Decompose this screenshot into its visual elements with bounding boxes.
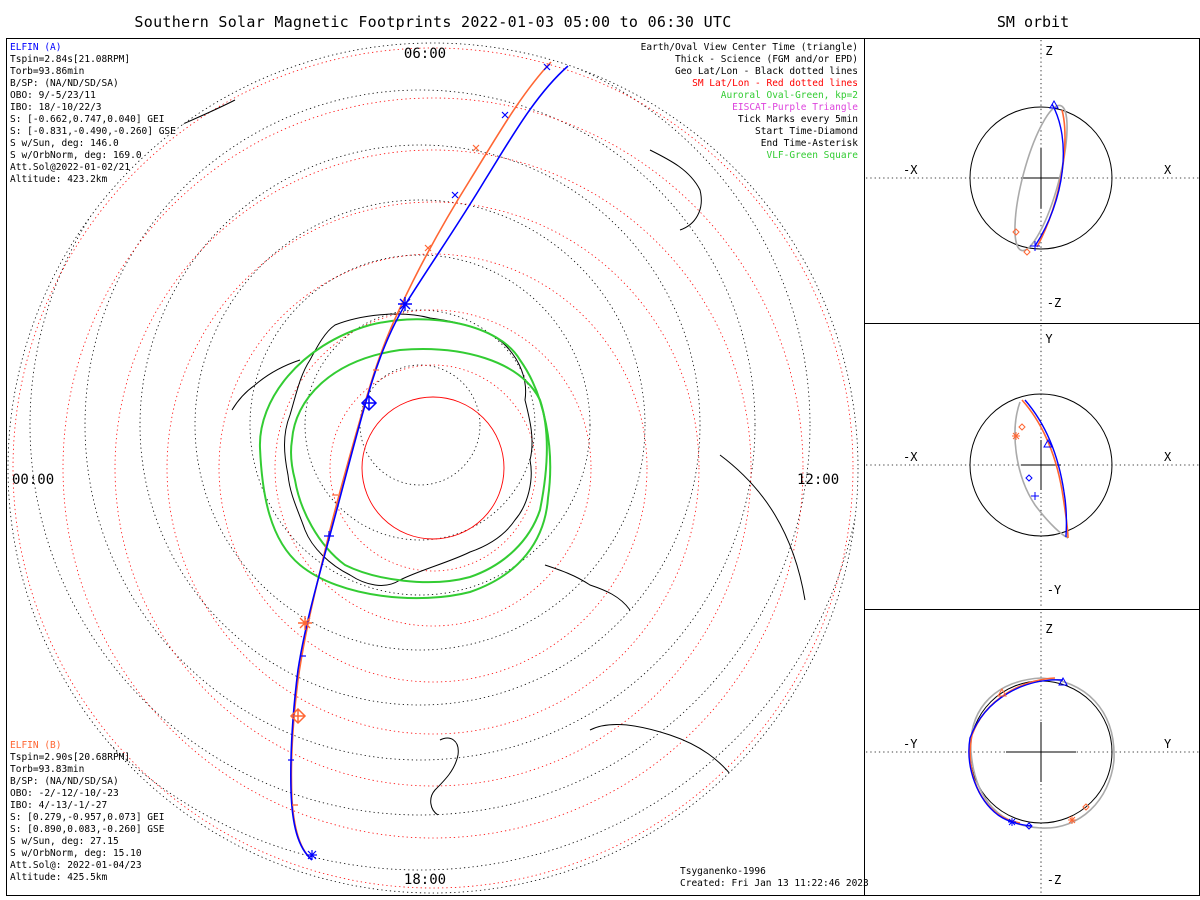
orbit1-top-label: Z (1045, 44, 1052, 58)
polar-map (8, 43, 858, 893)
page-title: Southern Solar Magnetic Footprints 2022-… (134, 13, 732, 31)
hour-label-left: 00:00 (12, 472, 54, 488)
elfin-a-line: S w/OrbNorm, deg: 169.0 (10, 150, 142, 161)
orbit2-right-label: X (1164, 450, 1172, 464)
elfin-b-line: S w/Sun, deg: 27.15 (10, 836, 119, 847)
elfin-b-end-asterisk (298, 616, 312, 630)
legend-item: Start Time-Diamond (755, 126, 858, 137)
elfin-b-name: ELFIN (B) (10, 740, 61, 751)
orbit3-right-label: Y (1164, 737, 1172, 751)
elfin-a-line: Att.Sol@2022-01-02/21 (10, 162, 130, 173)
elfin-b-line: OBO: -2/-12/-10/-23 (10, 788, 119, 799)
orbit1-left-label: -X (903, 163, 918, 177)
legend-item: VLF-Green Square (766, 150, 858, 161)
map-boundary (7, 42, 859, 894)
elfin-a-line: IBO: 18/-10/22/3 (10, 102, 102, 113)
orbit2-bottom-label: -Y (1047, 583, 1062, 597)
orbit2-left-label: -X (903, 450, 918, 464)
orbit1-right-label: X (1164, 163, 1172, 177)
elfin-a-line: B/SP: (NA/ND/SD/SA) (10, 78, 119, 89)
orbit3-bottom-label: -Z (1047, 873, 1061, 887)
elfin-b-line: S: [0.890,0.083,-0.260] GSE (10, 824, 165, 835)
elfin-a-end-marker-bottom (307, 850, 317, 860)
elfin-a-start-asterisk (324, 531, 334, 541)
elfin-b-line: S: [0.279,-0.957,0.073] GEI (10, 812, 164, 823)
elfin-b-line: B/SP: (NA/ND/SD/SA) (10, 776, 119, 787)
geo-latlon-grid (8, 43, 858, 893)
legend-item: SM Lat/Lon - Red dotted lines (692, 78, 858, 89)
elfin-a-line: OBO: 9/-5/23/11 (10, 90, 96, 101)
coastlines (29, 99, 806, 831)
orbit3-top-label: Z (1045, 622, 1052, 636)
legend: Earth/Oval View Center Time (triangle) T… (641, 42, 859, 161)
orbit3-left-label: -Y (903, 737, 918, 751)
elfin-b-line: IBO: 4/-13/-1/-27 (10, 800, 107, 811)
elfin-a-line: S: [-0.662,0.747,0.040] GEI (10, 114, 164, 125)
orbit-panel-xy: Y -Y -X X (866, 325, 1200, 608)
auroral-oval-inner (290, 348, 548, 584)
map-frame (6, 38, 865, 896)
elfin-a-info: ELFIN (A) Tspin=2.84s[21.08RPM] Torb=93.… (10, 42, 176, 185)
elfin-b-info: ELFIN (B) Tspin=2.90s[20.68RPM] Torb=93.… (10, 740, 165, 883)
elfin-a-line: Altitude: 423.2km (10, 174, 108, 185)
elfin-b-ticks (292, 144, 480, 806)
orbit1-bottom-label: -Z (1047, 296, 1061, 310)
legend-item: EISCAT-Purple Triangle (732, 102, 858, 113)
sm-pole-circle (361, 396, 505, 540)
orbit-panel-title: SM orbit (996, 13, 1070, 31)
orbit2-top-label: Y (1045, 332, 1053, 346)
auroral-oval-outer (258, 318, 552, 600)
legend-item: Geo Lat/Lon - Black dotted lines (675, 66, 858, 77)
legend-item: Auroral Oval-Green, kp=2 (721, 90, 858, 101)
orbit-panel-xz: Z -Z -X X (866, 40, 1200, 322)
elfin-a-end-asterisk (398, 297, 412, 311)
elfin-b-line: S w/OrbNorm, deg: 15.10 (10, 848, 142, 859)
sm-latlon-grid (12, 47, 854, 889)
elfin-a-line: Torb=93.86min (10, 66, 84, 77)
elfin-a-track (290, 65, 569, 861)
model-label: Tsyganenko-1996 (680, 866, 766, 877)
elfin-a-ticks (288, 63, 551, 761)
hour-label-right: 12:00 (797, 472, 839, 488)
hour-label-bottom: 18:00 (404, 872, 446, 888)
auroral-oval (258, 318, 552, 600)
legend-item: Earth/Oval View Center Time (triangle) (641, 42, 858, 53)
elfin-b-line: Torb=93.83min (10, 764, 84, 775)
hour-label-top: 06:00 (404, 46, 446, 62)
elfin-a-line: S w/Sun, deg: 146.0 (10, 138, 119, 149)
created-label: Created: Fri Jan 13 11:22:46 2023 (680, 878, 869, 889)
elfin-b-line: Att.Sol@: 2022-01-04/23 (10, 860, 142, 871)
legend-item: Thick - Science (FGM and/or EPD) (675, 54, 858, 65)
elfin-a-name: ELFIN (A) (10, 42, 61, 53)
elfin-b-line: Tspin=2.90s[20.68RPM] (10, 752, 130, 763)
elfin-a-line: Tspin=2.84s[21.08RPM] (10, 54, 130, 65)
legend-item: Tick Marks every 5min (738, 114, 858, 125)
elfin-a-start-diamond (360, 394, 378, 412)
orbit-panel-yz: Z -Z -Y Y (866, 612, 1200, 895)
legend-item: End Time-Asterisk (761, 138, 859, 149)
elfin-b-start-diamond (289, 707, 307, 725)
elfin-b-line: Altitude: 425.5km (10, 872, 108, 883)
elfin-a-line: S: [-0.831,-0.490,-0.260] GSE (10, 126, 176, 137)
